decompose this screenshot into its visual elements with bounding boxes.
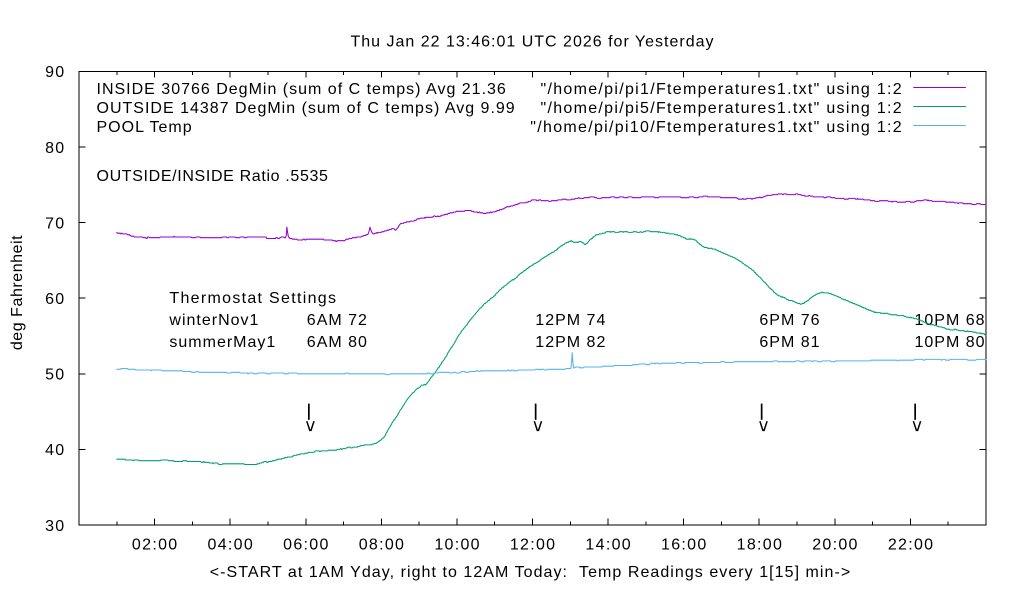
svg-text:80: 80 (45, 140, 65, 157)
svg-text:10PM 80: 10PM 80 (915, 334, 986, 351)
svg-text:40: 40 (45, 442, 65, 459)
svg-text:90: 90 (45, 64, 65, 81)
svg-text:16:00: 16:00 (661, 537, 708, 554)
svg-text:12:00: 12:00 (510, 537, 557, 554)
svg-text:OUTSIDE 14387 DegMin (sum of C: OUTSIDE 14387 DegMin (sum of C temps) Av… (97, 100, 516, 117)
svg-text:06:00: 06:00 (283, 537, 330, 554)
svg-text:INSIDE 30766 DegMin (sum of C: INSIDE 30766 DegMin (sum of C temps) Avg… (97, 81, 507, 98)
svg-text:30: 30 (45, 518, 65, 535)
svg-text:04:00: 04:00 (208, 537, 255, 554)
svg-text:02:00: 02:00 (132, 537, 179, 554)
svg-text:10:00: 10:00 (434, 537, 481, 554)
svg-text:winterNov1: winterNov1 (168, 312, 259, 329)
svg-text:6PM 81: 6PM 81 (759, 334, 820, 351)
svg-text:POOL Temp: POOL Temp (97, 119, 193, 136)
svg-text:OUTSIDE/INSIDE Ratio .5535: OUTSIDE/INSIDE Ratio .5535 (97, 168, 329, 185)
svg-text:08:00: 08:00 (359, 537, 406, 554)
svg-text:6PM 76: 6PM 76 (759, 312, 820, 329)
svg-text:60: 60 (45, 291, 65, 308)
svg-text:"/home/pi/pi10/Ftemperatures1.: "/home/pi/pi10/Ftemperatures1.txt" using… (530, 119, 903, 136)
svg-text:50: 50 (45, 367, 65, 384)
svg-text:18:00: 18:00 (737, 537, 784, 554)
svg-text:"/home/pi/pi5/Ftemperatures1.t: "/home/pi/pi5/Ftemperatures1.txt" using … (540, 100, 903, 117)
svg-text:6AM 72: 6AM 72 (307, 312, 368, 329)
svg-text:12PM 82: 12PM 82 (535, 334, 606, 351)
svg-text:14:00: 14:00 (585, 537, 632, 554)
svg-text:6AM 80: 6AM 80 (307, 334, 368, 351)
svg-text:"/home/pi/pi1/Ftemperatures1.t: "/home/pi/pi1/Ftemperatures1.txt" using … (540, 81, 903, 98)
svg-text:22:00: 22:00 (888, 537, 935, 554)
svg-text:12PM 74: 12PM 74 (535, 312, 606, 329)
svg-text:<-START at 1AM Yday, right to: <-START at 1AM Yday, right to 12AM Today… (210, 564, 852, 581)
svg-text:20:00: 20:00 (812, 537, 859, 554)
svg-text:Thu Jan 22 13:46:01 UTC 2026 f: Thu Jan 22 13:46:01 UTC 2026 for Yesterd… (351, 33, 715, 50)
svg-text:Thermostat Settings: Thermostat Settings (169, 290, 337, 307)
svg-text:deg Fahrenheit: deg Fahrenheit (9, 235, 26, 350)
svg-text:10PM 68: 10PM 68 (915, 312, 986, 329)
svg-text:70: 70 (45, 215, 65, 232)
svg-text:summerMay1: summerMay1 (169, 334, 276, 351)
